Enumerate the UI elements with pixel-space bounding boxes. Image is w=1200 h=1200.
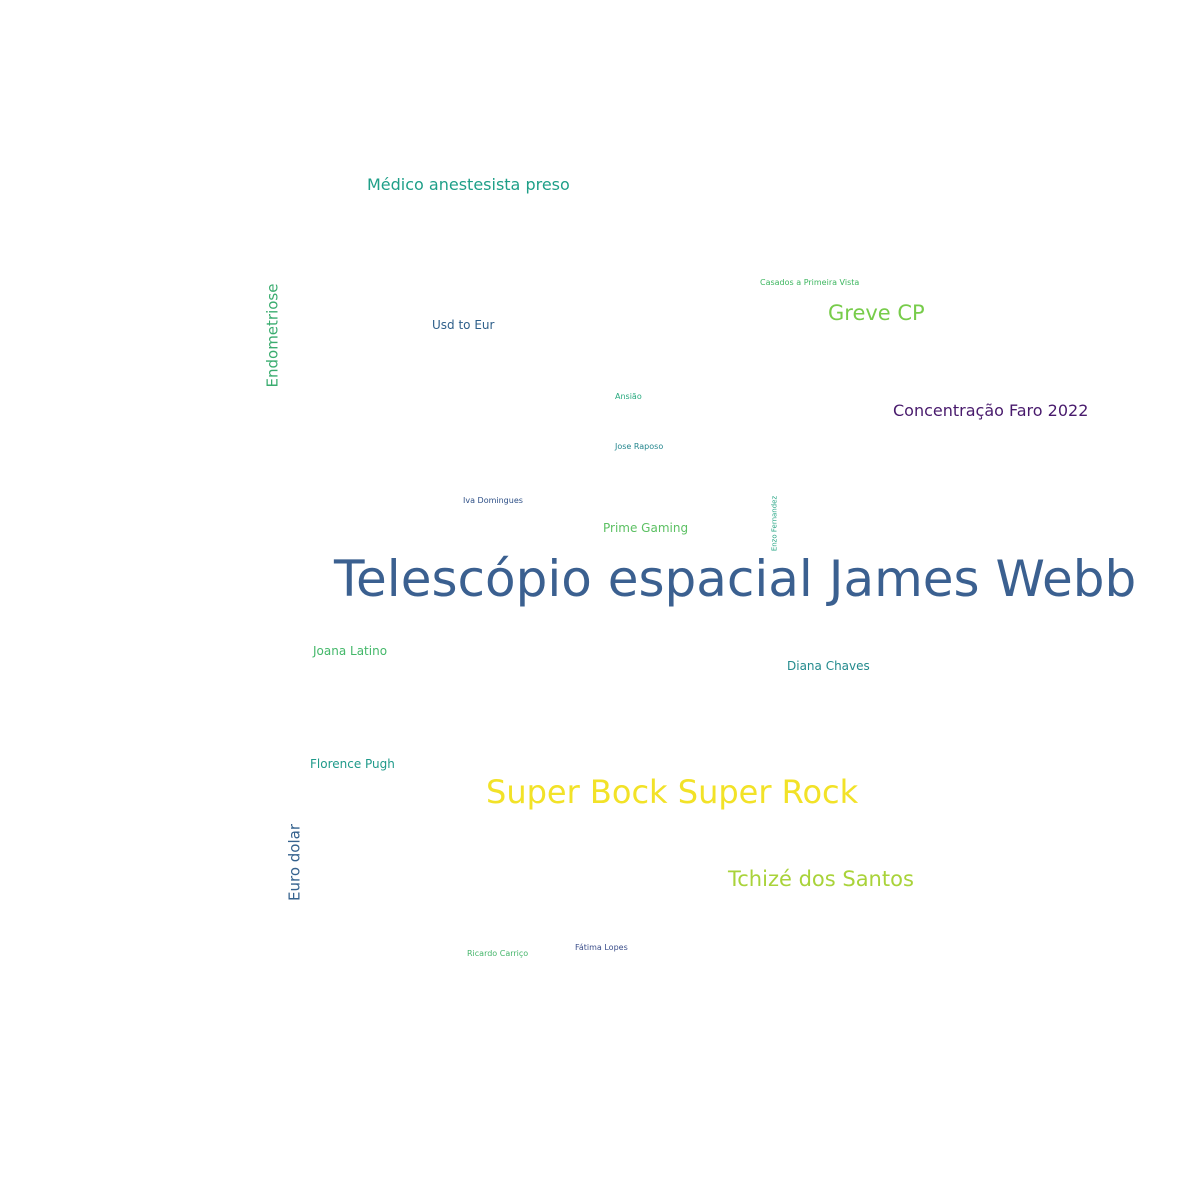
word-florence-pugh: Florence Pugh <box>310 757 395 771</box>
word-ricardo-carrico: Ricardo Carriço <box>467 949 529 958</box>
word-enzo-fernandez: Enzo Fernandez <box>770 495 779 552</box>
word-ansiao: Ansião <box>615 392 642 401</box>
word-telescopio-espacial-james-webb: Telescópio espacial James Webb <box>334 550 1137 608</box>
word-jose-raposo: Jose Raposo <box>615 442 664 451</box>
word-prime-gaming: Prime Gaming <box>603 521 689 535</box>
word-iva-domingues: Iva Domingues <box>463 496 523 505</box>
word-casados-a-primeira-vista: Casados a Primeira Vista <box>760 278 860 287</box>
word-tchize-dos-santos: Tchizé dos Santos <box>728 867 914 891</box>
word-usd-to-eur: Usd to Eur <box>432 318 495 332</box>
word-diana-chaves: Diana Chaves <box>787 659 870 673</box>
word-fatima-lopes: Fátima Lopes <box>575 943 628 952</box>
word-endometriose: Endometriose <box>263 283 282 388</box>
word-concentracao-faro-2022: Concentração Faro 2022 <box>893 401 1089 420</box>
word-joana-latino: Joana Latino <box>313 644 388 658</box>
word-medico-anestesista-preso: Médico anestesista preso <box>367 175 570 194</box>
word-super-bock-super-rock: Super Bock Super Rock <box>486 773 859 811</box>
word-greve-cp: Greve CP <box>828 301 925 325</box>
word-euro-dolar: Euro dolar <box>285 824 304 901</box>
